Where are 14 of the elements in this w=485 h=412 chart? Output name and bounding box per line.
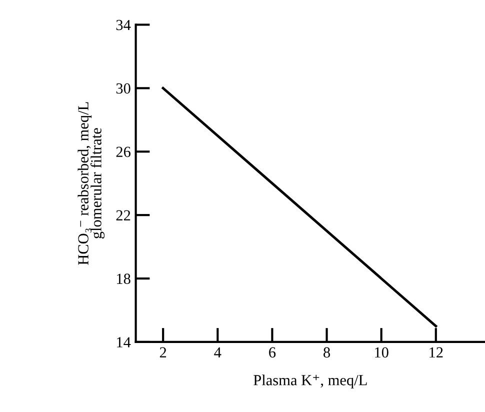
- x-tick-label: 12: [430, 347, 443, 358]
- y-tick-label: 22: [116, 210, 130, 220]
- y-tick-label: 30: [116, 83, 130, 94]
- y-tick-label: 34: [116, 20, 131, 30]
- x-tick-label: 2: [160, 347, 166, 358]
- y-tick-label: 14: [117, 337, 131, 348]
- x-tick-label: 4: [214, 347, 222, 358]
- x-tick-label: 6: [269, 347, 276, 358]
- x-tick-label: 10: [375, 347, 388, 358]
- x-axis-title: Plasma K⁺, meq/L: [254, 374, 367, 388]
- x-tick-label: 8: [324, 347, 330, 358]
- y-tick-label: 26: [116, 146, 130, 158]
- y-tick-label: 18: [117, 274, 130, 284]
- y-axis-title: HCO₃⁻ reabsorbed, meq/L glomerular filtrate: [78, 102, 105, 265]
